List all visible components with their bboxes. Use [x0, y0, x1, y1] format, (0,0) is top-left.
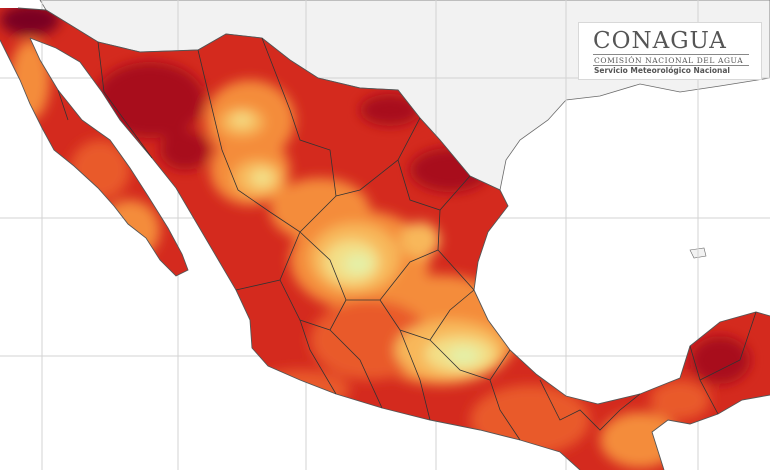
- logo-divider-bottom: [593, 65, 749, 66]
- state-borders: [57, 37, 757, 441]
- coastline: [0, 7, 770, 470]
- logo-divider-top: [593, 54, 749, 55]
- logo-agency-name: COMISIÓN NACIONAL DEL AGUA: [594, 56, 744, 65]
- logo-title: CONAGUA: [593, 28, 727, 54]
- conagua-logo: CONAGUA COMISIÓN NACIONAL DEL AGUA Servi…: [578, 22, 762, 80]
- logo-service-name: Servicio Meteorológico Nacional: [594, 66, 731, 75]
